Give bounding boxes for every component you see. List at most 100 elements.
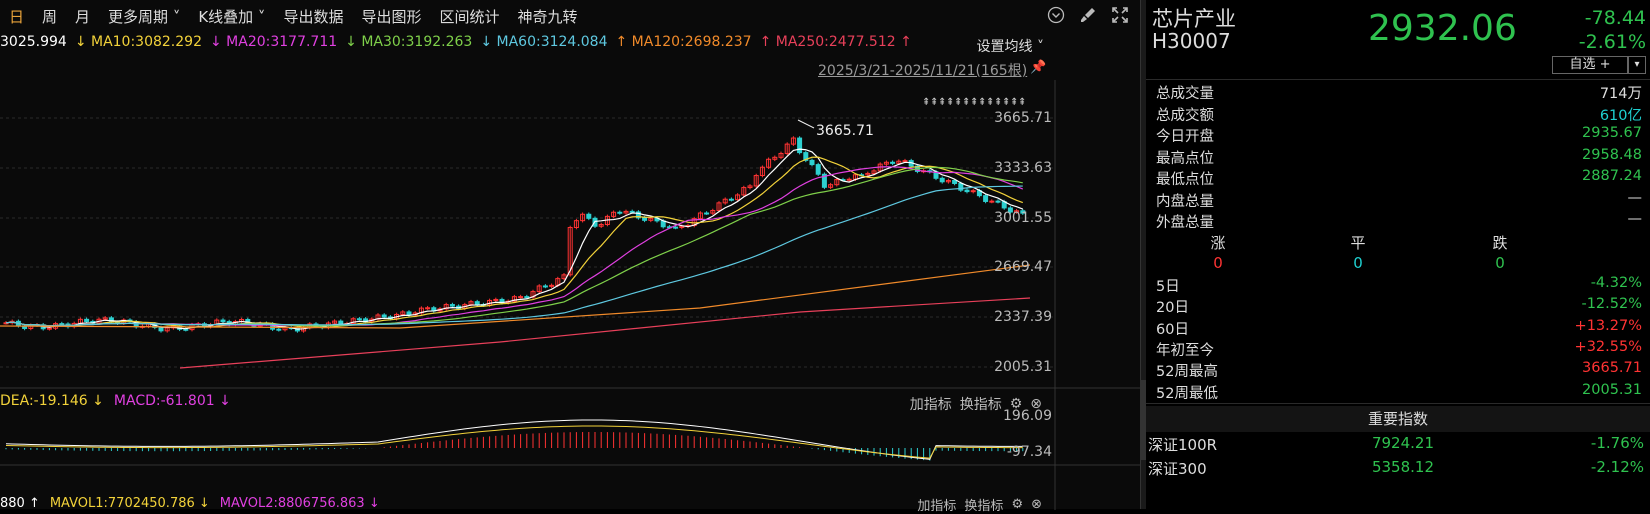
candle	[629, 210, 635, 213]
ma-settings-dropdown[interactable]: 设置均线 ˅	[976, 39, 1044, 55]
performance-label: 5日	[1156, 279, 1180, 295]
candlestick-chart[interactable]: ⇞ ⇞ ⇞ ⇞ ⇞ ⇞ ⇞ ⇞ ⇞ ⇞ ⇞ ⇞ ⇞	[0, 80, 1140, 510]
up-count: 0	[1213, 254, 1223, 272]
gear-icon[interactable]: ⚙	[1011, 497, 1024, 512]
candle	[549, 284, 555, 287]
zoom-tick-icon: ⇞	[938, 97, 946, 108]
candle	[995, 200, 1001, 203]
zoom-tick-icon: ⇞	[1010, 97, 1018, 108]
ma60-line	[5, 185, 1023, 327]
performance-row: 5日 -4.32%	[1156, 275, 1642, 296]
brush-icon[interactable]	[1078, 6, 1098, 26]
candle	[542, 285, 548, 288]
add-indicator-button[interactable]: 加指标	[917, 499, 957, 514]
chevron-down-circle-icon[interactable]	[1046, 6, 1066, 26]
watchlist-dropdown-button[interactable]: ▾	[1628, 56, 1646, 74]
candle	[1020, 210, 1026, 214]
index-row[interactable]: 深证100R 7924.21 -1.76%	[1146, 434, 1650, 456]
add-indicator-button[interactable]: 加指标	[909, 397, 952, 413]
ma60-value: ↓ MA60:3124.084	[480, 34, 608, 50]
close-icon[interactable]: ⊗	[1030, 396, 1042, 412]
down-label: 跌	[1492, 234, 1508, 252]
date-range-label[interactable]: 2025/3/21-2025/11/21(165根)	[818, 63, 1028, 79]
more-periods-dropdown[interactable]: 更多周期 ˅	[108, 7, 181, 26]
scrollbar-thumb[interactable]	[1140, 380, 1146, 460]
dif-line	[5, 419, 1023, 460]
expand-icon[interactable]	[1110, 6, 1130, 26]
candle	[803, 152, 809, 161]
stat-label: 外盘总量	[1156, 215, 1214, 231]
candle	[883, 161, 889, 165]
period-month-button[interactable]: 月	[75, 7, 91, 26]
candle	[598, 224, 604, 227]
zoom-tick-icon: ⇞	[954, 97, 962, 108]
stat-label: 最低点位	[1156, 172, 1214, 188]
add-watchlist-button[interactable]: 自选 +	[1552, 56, 1628, 74]
candle	[828, 184, 834, 188]
candle	[766, 158, 772, 168]
performance-label: 52周最高	[1156, 364, 1218, 381]
candle	[332, 320, 338, 324]
candle	[871, 170, 877, 174]
range-stats-button[interactable]: 区间统计	[439, 7, 500, 26]
period-week-button[interactable]: 周	[42, 7, 58, 26]
up-label: 涨	[1210, 234, 1226, 252]
ma-lead-value: 3025.994	[0, 34, 67, 50]
high-marker-label: 3665.71	[816, 123, 874, 139]
volume-legend: 880 ↑ MAVOL1:7702450.786 ↓ MAVOL2:880675…	[0, 496, 380, 511]
panel-divider[interactable]	[1140, 0, 1146, 509]
performance-label: 60日	[1156, 321, 1189, 338]
magic-nine-button[interactable]: 神奇九转	[517, 7, 578, 26]
switch-indicator-button[interactable]: 换指标	[964, 499, 1004, 514]
candle	[356, 318, 362, 321]
mavol1-value: MAVOL1:7702450.786 ↓	[49, 496, 210, 511]
candle	[809, 159, 815, 166]
index-row-name: 深证100R	[1148, 436, 1218, 454]
close-icon[interactable]: ⊗	[1031, 497, 1042, 512]
gear-icon[interactable]: ⚙	[1009, 396, 1023, 412]
stat-row: 最低点位 2887.24	[1156, 168, 1642, 189]
ma250-value: ↑ MA250:2477.512 ↑	[759, 34, 912, 50]
kline-chart-area[interactable]: 日 周 月 更多周期 ˅ K线叠加 ˅ 导出数据 导出图形 区间统计 神奇九转 …	[0, 0, 1140, 514]
switch-indicator-button[interactable]: 换指标	[959, 397, 1002, 413]
index-name: 芯片产业	[1152, 7, 1236, 31]
index-code: H30007	[1152, 29, 1231, 53]
stat-value: 2887.24	[1582, 168, 1642, 184]
change-percent: -2.61%	[1578, 31, 1646, 53]
candle	[747, 185, 753, 189]
candle	[573, 220, 579, 228]
index-row[interactable]: 深证300 5358.12 -2.12%	[1146, 458, 1650, 480]
performance-label: 年初至今	[1156, 342, 1214, 359]
export-chart-button[interactable]: 导出图形	[361, 7, 422, 26]
zoom-tick-icon: ⇞	[946, 97, 954, 108]
candle	[648, 217, 654, 221]
pin-icon[interactable]: 📌	[1030, 60, 1047, 75]
performance-value: 2005.31	[1582, 381, 1642, 398]
zoom-tick-icon: ⇞	[922, 97, 930, 108]
index-row-price: 7924.21	[1371, 434, 1434, 452]
stat-value: 610亿	[1599, 107, 1642, 124]
performance-label: 52周最低	[1156, 385, 1218, 402]
period-day-button[interactable]: 日	[9, 7, 25, 26]
candle	[902, 160, 908, 163]
candle	[381, 314, 387, 318]
macd-tools: 加指标 换指标 ⚙ ⊗	[910, 394, 1042, 414]
ma10-value: ↓ MA10:3082.292	[74, 34, 202, 50]
vol-lead-value: 880 ↑	[0, 496, 40, 511]
index-row-name: 深证300	[1148, 460, 1207, 478]
candle	[741, 187, 747, 196]
ma120-line	[0, 264, 1031, 329]
candle	[890, 161, 896, 164]
macd-y-tick: 196.09	[1003, 408, 1052, 424]
export-data-button[interactable]: 导出数据	[283, 7, 344, 26]
kline-overlay-dropdown[interactable]: K线叠加 ˅	[198, 7, 266, 26]
ma250-line	[179, 297, 1031, 369]
quote-panel: 芯片产业 H30007 2932.06 -78.44 -2.61% 自选 + ▾…	[1146, 0, 1650, 509]
key-indices-header: 重要指数	[1146, 406, 1650, 432]
performance-value: +13.27%	[1574, 317, 1642, 334]
candle	[983, 195, 989, 202]
dea-line	[5, 425, 1023, 459]
y-tick-label: 2669.47	[994, 259, 1052, 275]
stat-value: 714万	[1599, 86, 1642, 102]
index-row-change: -2.12%	[1590, 458, 1644, 476]
